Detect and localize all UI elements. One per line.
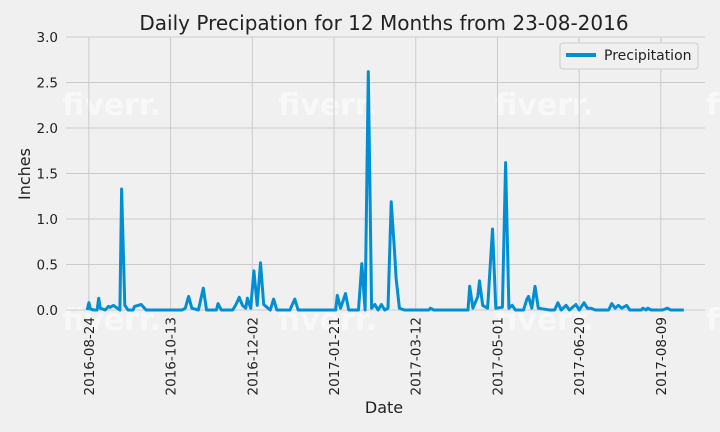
y-tick-label: 1.5	[37, 167, 58, 183]
series-line	[85, 70, 684, 312]
x-tick-label: 2017-03-12	[409, 317, 425, 395]
watermark-text: fiverr.	[706, 88, 720, 123]
y-tick-label: 3.0	[37, 30, 58, 46]
watermark-text: fiverr.	[62, 88, 161, 123]
y-tick-label: 0.5	[37, 258, 58, 274]
x-axis-label: Date	[365, 398, 403, 417]
y-tick-label: 0.0	[37, 303, 58, 319]
y-tick-label: 1.0	[37, 212, 58, 228]
x-tick-label: 2017-01-21	[327, 317, 343, 395]
y-tick-label: 2.5	[37, 76, 58, 92]
series-layer	[85, 70, 684, 312]
legend-box	[559, 42, 699, 70]
watermark-text: fiverr.	[278, 88, 377, 123]
legend: Precipitation	[559, 42, 699, 70]
chart-title: Daily Precipation for 12 Months from 23-…	[139, 11, 628, 35]
watermark-text: fiverr.	[706, 303, 720, 338]
x-tick-label: 2016-10-13	[164, 317, 180, 395]
x-tick-labels: 2016-08-24 2016-10-13 2016-12-02 2017-01-21…	[82, 317, 670, 395]
y-axis-label: Inches	[15, 148, 34, 200]
x-tick-label: 2017-05-01	[490, 317, 506, 395]
x-tick-label: 2017-06-20	[572, 317, 588, 395]
x-tick-label: 2016-08-24	[82, 317, 98, 395]
x-tick-label: 2016-12-02	[245, 317, 261, 395]
legend-label: Precipitation	[604, 48, 692, 64]
y-tick-labels: 0.0 0.5 1.0 1.5 2.0 2.5 3.0	[37, 30, 58, 319]
x-tick-label: 2017-08-09	[654, 317, 670, 395]
y-tick-label: 2.0	[37, 121, 58, 137]
watermark-text: fiverr.	[495, 88, 594, 123]
